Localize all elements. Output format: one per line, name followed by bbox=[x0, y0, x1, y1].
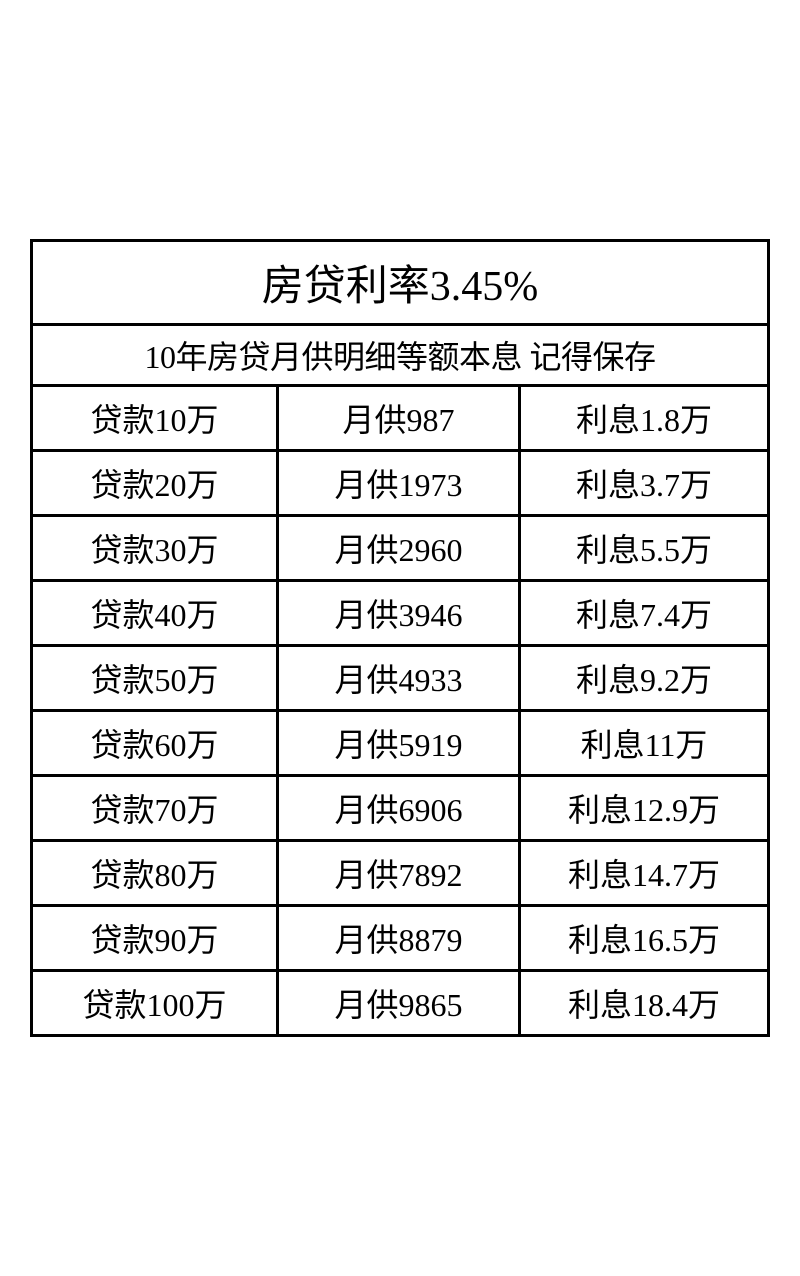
table-row: 贷款80万 月供7892 利息14.7万 bbox=[33, 842, 767, 907]
table-subtitle: 10年房贷月供明细等额本息 记得保存 bbox=[33, 326, 767, 387]
loan-cell: 贷款80万 bbox=[33, 842, 279, 904]
payment-cell: 月供6906 bbox=[279, 777, 521, 839]
table-row: 贷款90万 月供8879 利息16.5万 bbox=[33, 907, 767, 972]
loan-cell: 贷款10万 bbox=[33, 387, 279, 449]
mortgage-table: 房贷利率3.45% 10年房贷月供明细等额本息 记得保存 贷款10万 月供987… bbox=[30, 239, 770, 1037]
loan-cell: 贷款60万 bbox=[33, 712, 279, 774]
interest-cell: 利息5.5万 bbox=[521, 517, 767, 579]
interest-cell: 利息12.9万 bbox=[521, 777, 767, 839]
table-row: 贷款10万 月供987 利息1.8万 bbox=[33, 387, 767, 452]
loan-cell: 贷款30万 bbox=[33, 517, 279, 579]
interest-cell: 利息9.2万 bbox=[521, 647, 767, 709]
loan-cell: 贷款40万 bbox=[33, 582, 279, 644]
table-row: 贷款40万 月供3946 利息7.4万 bbox=[33, 582, 767, 647]
loan-cell: 贷款50万 bbox=[33, 647, 279, 709]
table-row: 贷款50万 月供4933 利息9.2万 bbox=[33, 647, 767, 712]
table-row: 贷款60万 月供5919 利息11万 bbox=[33, 712, 767, 777]
loan-cell: 贷款100万 bbox=[33, 972, 279, 1034]
table-title: 房贷利率3.45% bbox=[33, 242, 767, 326]
interest-cell: 利息1.8万 bbox=[521, 387, 767, 449]
payment-cell: 月供2960 bbox=[279, 517, 521, 579]
interest-cell: 利息16.5万 bbox=[521, 907, 767, 969]
interest-cell: 利息11万 bbox=[521, 712, 767, 774]
table-row: 贷款20万 月供1973 利息3.7万 bbox=[33, 452, 767, 517]
interest-cell: 利息3.7万 bbox=[521, 452, 767, 514]
payment-cell: 月供987 bbox=[279, 387, 521, 449]
table-row: 贷款30万 月供2960 利息5.5万 bbox=[33, 517, 767, 582]
payment-cell: 月供1973 bbox=[279, 452, 521, 514]
payment-cell: 月供3946 bbox=[279, 582, 521, 644]
table-row: 贷款100万 月供9865 利息18.4万 bbox=[33, 972, 767, 1034]
interest-cell: 利息18.4万 bbox=[521, 972, 767, 1034]
payment-cell: 月供5919 bbox=[279, 712, 521, 774]
interest-cell: 利息14.7万 bbox=[521, 842, 767, 904]
loan-cell: 贷款90万 bbox=[33, 907, 279, 969]
interest-cell: 利息7.4万 bbox=[521, 582, 767, 644]
payment-cell: 月供9865 bbox=[279, 972, 521, 1034]
payment-cell: 月供4933 bbox=[279, 647, 521, 709]
table-row: 贷款70万 月供6906 利息12.9万 bbox=[33, 777, 767, 842]
payment-cell: 月供7892 bbox=[279, 842, 521, 904]
loan-cell: 贷款70万 bbox=[33, 777, 279, 839]
payment-cell: 月供8879 bbox=[279, 907, 521, 969]
loan-cell: 贷款20万 bbox=[33, 452, 279, 514]
